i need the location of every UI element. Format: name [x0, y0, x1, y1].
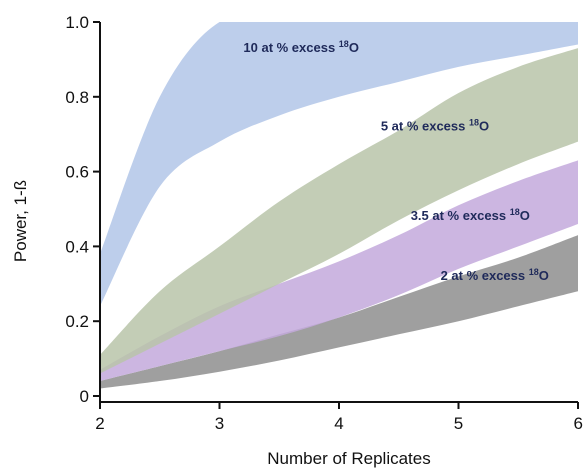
- x-axis-title: Number of Replicates: [267, 449, 430, 468]
- band-series-0: [100, 235, 578, 389]
- bands-group: [100, 22, 578, 389]
- x-tick-label: 3: [215, 414, 224, 433]
- y-axis-title: Power, 1-ß: [11, 180, 30, 262]
- x-tick-label: 5: [454, 414, 463, 433]
- band-label-1: 3.5 at % excess 18O: [411, 207, 530, 223]
- band-labels-group: 10 at % excess 18O 5 at % excess 18O 3.5 a…: [243, 39, 549, 283]
- band-series-2: [100, 48, 578, 374]
- y-tick-label: 0.8: [65, 88, 89, 107]
- axes-group: 0 0.2 0.4 0.6 0.8 1.0 2 3 4 5 6: [65, 13, 583, 433]
- band-label-3: 10 at % excess 18O: [243, 39, 359, 55]
- x-tick-label: 4: [334, 414, 343, 433]
- band-series-3: [100, 22, 578, 307]
- y-tick-label: 0: [80, 387, 89, 406]
- band-label-2: 5 at % excess 18O: [381, 117, 489, 133]
- y-tick-label: 0.6: [65, 163, 89, 182]
- y-tick-label: 0.4: [65, 237, 89, 256]
- band-label-0: 2 at % excess 18O: [441, 267, 549, 283]
- band-series-1: [100, 160, 578, 382]
- y-tick-label: 0.2: [65, 312, 89, 331]
- y-tick-label: 1.0: [65, 13, 89, 32]
- x-tick-label: 6: [574, 414, 583, 433]
- x-tick-label: 2: [95, 414, 104, 433]
